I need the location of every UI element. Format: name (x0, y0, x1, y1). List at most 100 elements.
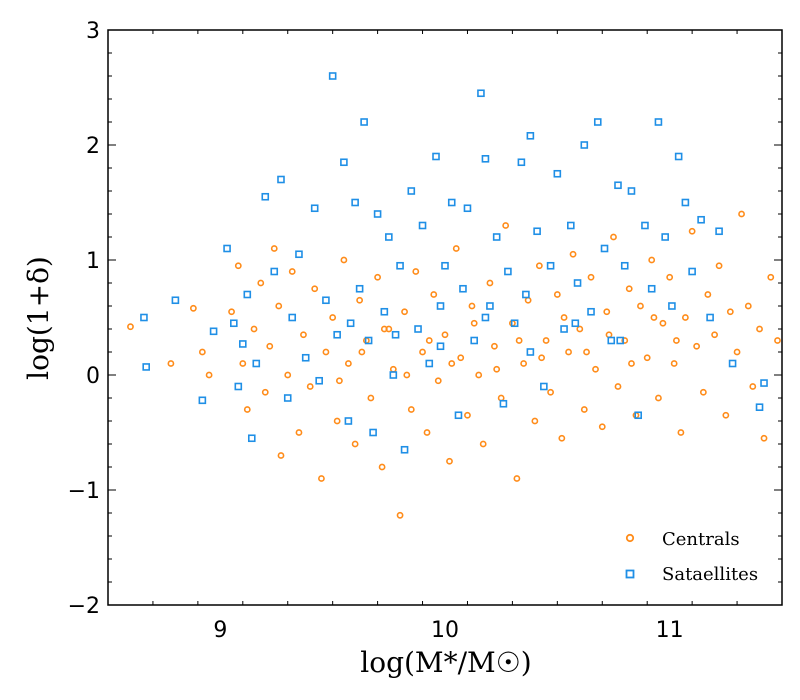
point-centrals-21 (311, 285, 319, 293)
point-centrals-60 (531, 417, 539, 425)
point-centrals-18 (295, 429, 303, 436)
point-centrals-19 (300, 331, 307, 339)
point-centrals-51 (479, 440, 487, 448)
point-satellites-53 (499, 399, 508, 408)
point-satellites-80 (674, 152, 683, 161)
point-satellites-81 (681, 198, 690, 207)
point-satellites-70 (607, 336, 616, 345)
point-satellites-41 (432, 152, 440, 161)
point-centrals-77 (625, 285, 633, 293)
point-centrals-103 (774, 337, 781, 344)
point-satellites-3 (198, 396, 207, 405)
point-centrals-95 (726, 308, 734, 316)
point-satellites-37 (407, 187, 416, 195)
x-tick-label: 10 (431, 618, 459, 643)
point-satellites-62 (553, 169, 562, 178)
point-centrals-114 (560, 314, 568, 321)
point-satellites-64 (567, 221, 575, 230)
point-centrals-97 (738, 210, 745, 218)
point-centrals-50 (475, 371, 483, 379)
point-centrals-4 (205, 371, 213, 379)
x-axis-label: log(M*/M☉) (360, 646, 531, 679)
point-centrals-10 (257, 279, 265, 287)
point-satellites-39 (418, 221, 427, 230)
point-centrals-90 (699, 388, 707, 396)
point-centrals-16 (284, 371, 292, 379)
point-satellites-31 (373, 210, 382, 218)
legend-marker-satellites (625, 569, 635, 579)
point-satellites-8 (239, 340, 247, 348)
point-satellites-36 (400, 445, 409, 454)
point-centrals-101 (760, 434, 768, 442)
point-satellites-50 (481, 155, 490, 163)
point-satellites-83 (697, 215, 705, 224)
point-centrals-82 (655, 394, 662, 402)
point-satellites-61 (546, 261, 555, 270)
point-centrals-43 (434, 377, 442, 385)
point-satellites-49 (477, 89, 485, 98)
point-centrals-89 (693, 342, 701, 350)
point-centrals-35 (389, 365, 397, 373)
point-satellites-54 (504, 267, 512, 276)
point-satellites-88 (760, 379, 768, 387)
x-tick-label: 11 (656, 618, 684, 643)
point-satellites-24 (340, 158, 348, 167)
point-centrals-109 (448, 360, 456, 367)
point-centrals-48 (464, 411, 471, 419)
point-satellites-9 (243, 290, 252, 299)
point-centrals-47 (457, 354, 465, 362)
tick-labels: 9 10 11 −2 −1 0 1 2 3 (68, 19, 684, 643)
point-satellites-26 (351, 198, 359, 207)
point-centrals-88 (688, 227, 696, 235)
y-tick-label: 3 (86, 19, 100, 44)
point-centrals-72 (598, 423, 606, 431)
point-centrals-14 (275, 302, 283, 310)
point-satellites-33 (385, 233, 393, 241)
point-centrals-79 (637, 302, 644, 310)
point-satellites-76 (647, 284, 656, 293)
point-satellites-73 (627, 187, 636, 195)
point-centrals-84 (666, 273, 674, 281)
point-centrals-96 (733, 348, 741, 356)
point-centrals-38 (407, 406, 415, 413)
plot-frame (107, 29, 783, 606)
point-centrals-67 (569, 250, 577, 258)
point-satellites-63 (560, 325, 568, 333)
point-satellites-82 (688, 267, 696, 276)
point-centrals-53 (491, 342, 498, 350)
point-centrals-86 (677, 429, 685, 436)
point-centrals-63 (547, 388, 554, 396)
legend-label-satellites: Sataellites (662, 564, 758, 585)
point-satellites-65 (573, 279, 582, 287)
point-centrals-110 (470, 319, 478, 327)
point-satellites-29 (364, 336, 373, 345)
point-satellites-2 (171, 296, 180, 305)
point-centrals-20 (306, 383, 314, 390)
point-centrals-5 (228, 308, 235, 316)
point-centrals-92 (711, 331, 718, 339)
point-centrals-71 (592, 365, 599, 373)
point-satellites-14 (277, 175, 285, 184)
point-centrals-87 (681, 314, 689, 321)
point-centrals-94 (722, 411, 730, 419)
point-satellites-23 (333, 330, 341, 339)
point-centrals-117 (628, 360, 635, 367)
point-centrals-99 (749, 383, 757, 390)
point-centrals-6 (234, 262, 242, 270)
point-satellites-6 (230, 319, 238, 328)
point-satellites-85 (715, 227, 723, 236)
point-satellites-89 (346, 319, 355, 328)
point-satellites-35 (396, 261, 404, 270)
point-centrals-13 (270, 245, 278, 252)
point-satellites-78 (661, 233, 669, 241)
point-satellites-92 (481, 313, 490, 322)
point-satellites-34 (389, 371, 398, 379)
point-satellites-93 (526, 348, 535, 356)
point-satellites-77 (654, 118, 663, 126)
point-centrals-39 (412, 268, 420, 275)
point-centrals-59 (524, 296, 532, 304)
point-centrals-23 (322, 348, 330, 356)
point-centrals-3 (198, 348, 206, 356)
point-satellites-20 (315, 376, 323, 385)
point-satellites-4 (209, 327, 218, 336)
